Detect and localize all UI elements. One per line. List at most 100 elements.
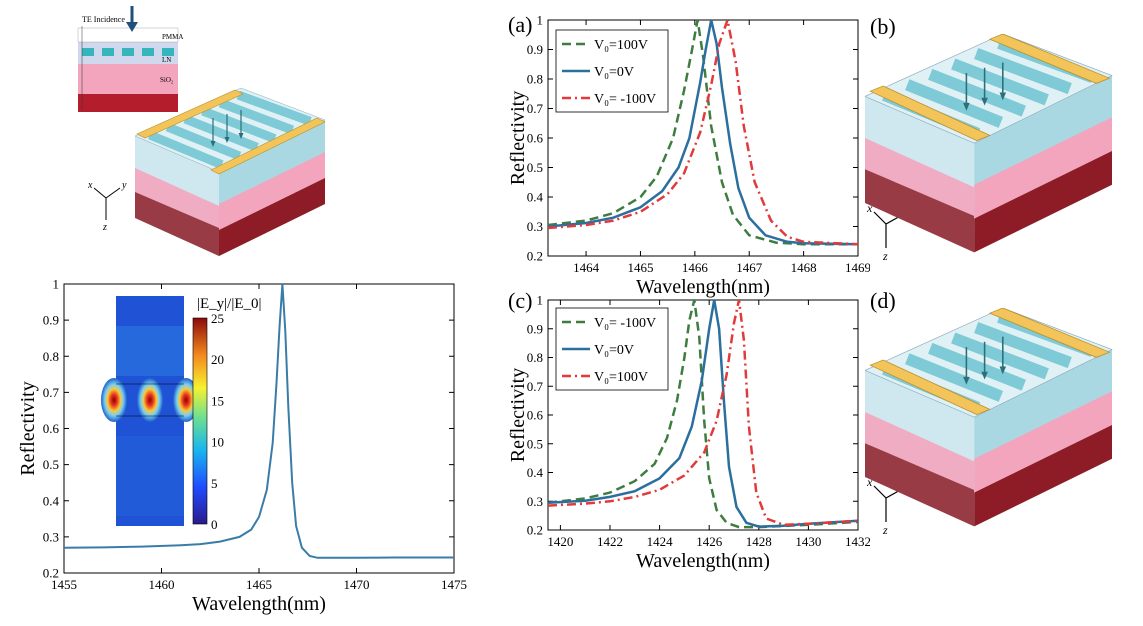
axis-y-label: y [121, 180, 127, 191]
device-right-substrate [974, 151, 1112, 253]
device-left-sio2 [135, 168, 219, 228]
y-tick-label: 0.4 [527, 465, 544, 480]
x-tick-label: 1470 [344, 577, 370, 592]
y-tick-label: 0.7 [527, 101, 544, 116]
y-tick-label: 0.9 [527, 42, 543, 57]
axis-x-label: x [866, 201, 873, 215]
colorbar-title: |E_y|/|E_0| [197, 296, 262, 312]
series-line-0 [64, 284, 454, 559]
axis-x-label: x [866, 475, 873, 489]
y-tick-label: 0.6 [43, 421, 60, 436]
colorbar-tick-label: 15 [211, 393, 224, 408]
grating-ridge [905, 79, 1004, 128]
axis-z-label: z [102, 222, 107, 233]
legend-entry-1: V₀=0V [594, 343, 634, 358]
y-axis-label: Reflectivity [507, 368, 529, 462]
y-tick-label: 1 [537, 14, 544, 28]
field-arrow-head [224, 137, 230, 143]
sio2-label: SiO₂ [160, 76, 174, 84]
device-left-substrate [865, 443, 975, 527]
y-tick-label: 0.6 [527, 408, 544, 423]
x-tick-label: 1468 [791, 260, 817, 275]
grating-ridge [951, 332, 1049, 380]
panel-label-a: (a) [508, 12, 533, 37]
schematic-pmma-layer [77, 27, 179, 43]
colorbar [192, 317, 208, 525]
x-tick-label: 1420 [547, 534, 573, 549]
x-tick-label: 1467 [736, 260, 763, 275]
electrode [136, 89, 244, 139]
electrode [988, 34, 1111, 84]
grating-ridge [951, 58, 1049, 106]
incidence-arrow-head [126, 22, 138, 32]
y-tick-label: 0.5 [43, 457, 59, 472]
device-right-sio2 [974, 117, 1112, 219]
grating-waveguide-3d-icon [865, 34, 1113, 253]
axis-x-label: x [87, 180, 93, 191]
electrode [869, 85, 991, 142]
x-tick-label: 1466 [682, 260, 709, 275]
y-tick-label: 0.9 [527, 321, 543, 336]
xyz-axes-icon: x y z [87, 180, 127, 233]
cross-section-schematic-icon: TE Incidence PMMA LN SiO₂ [77, 6, 183, 112]
y-tick-label: 1 [53, 277, 60, 292]
schematic-grating [82, 48, 174, 56]
chart-c: 1420 1422 1424 1426 1428 1430 1432 0.2 0.3 0.4 0.5… [507, 293, 870, 572]
series-line-0 [548, 20, 858, 246]
y-axis-label: Reflectivity [17, 381, 39, 475]
grating-ridge [165, 122, 242, 161]
x-axis-label: Wavelength(nm) [636, 550, 770, 572]
device-right-substrate [974, 425, 1112, 527]
x-tick-label: 1460 [149, 577, 175, 592]
colorbar-tick-label: 5 [211, 476, 218, 491]
axis-z-label: z [882, 523, 888, 536]
y-tick-label: 0.4 [43, 493, 60, 508]
x-tick-label: 1465 [246, 577, 272, 592]
inset-hotspot [137, 378, 163, 422]
y-tick-label: 0.3 [43, 529, 59, 544]
y-tick-label: 0.2 [527, 523, 543, 538]
series-line-1 [548, 300, 858, 528]
chart-a: 1464 1465 1466 1467 1468 1469 0.2 0.3 0.4 0.5 0.6 0… [507, 14, 870, 298]
x-tick-label: 1469 [845, 260, 870, 275]
x-tick-label: 1432 [845, 534, 870, 549]
field-arrow-head [963, 102, 970, 111]
legend-entry-2: V₀= -100V [594, 92, 656, 107]
x-axis-label: Wavelength(nm) [636, 276, 770, 298]
y-tick-label: 0.7 [527, 379, 544, 394]
grating-waveguide-3d-icon [135, 88, 326, 256]
field-arrow-head [981, 97, 988, 106]
y-tick-label: 1 [537, 293, 544, 308]
colorbar-tick-label: 20 [211, 352, 224, 367]
y-tick-label: 0.4 [527, 190, 544, 205]
grating-ridge [201, 106, 277, 143]
device-right-sio2 [974, 391, 1112, 493]
device-left-substrate [135, 192, 219, 256]
y-tick-label: 0.8 [527, 350, 543, 365]
legend-entry-0: V₀=100V [594, 38, 648, 53]
electrode [988, 308, 1111, 358]
inset-hotspot [101, 378, 127, 422]
grating-ridge [236, 90, 312, 126]
colorbar-tick-label: 25 [211, 311, 224, 326]
y-axis-label: Reflectivity [507, 91, 529, 185]
y-tick-label: 0.9 [43, 313, 59, 328]
schematic-sio2-layer [78, 64, 178, 94]
series-line-2 [548, 20, 858, 246]
grating-waveguide-3d-icon [865, 308, 1113, 527]
panel-label-c: (c) [508, 288, 533, 313]
grating-ridge [218, 98, 295, 135]
incidence-label: TE Incidence [82, 15, 125, 24]
grating-ridge [928, 68, 1026, 117]
x-tick-label: 1428 [746, 534, 772, 549]
y-tick-label: 0.8 [527, 72, 543, 87]
grating-ridge [928, 342, 1026, 391]
chart-main: 1455 1460 1465 1470 1475 0.2 0.3 0.4 0.5 0.6 0.7 0.… [17, 277, 467, 615]
field-arrow-head [981, 371, 988, 380]
electrode [869, 359, 991, 416]
series-line-2 [548, 300, 858, 527]
x-tick-label: 1464 [573, 260, 600, 275]
y-tick-label: 0.2 [527, 249, 543, 264]
y-tick-label: 0.6 [527, 131, 544, 146]
inset-field-band [116, 326, 184, 376]
